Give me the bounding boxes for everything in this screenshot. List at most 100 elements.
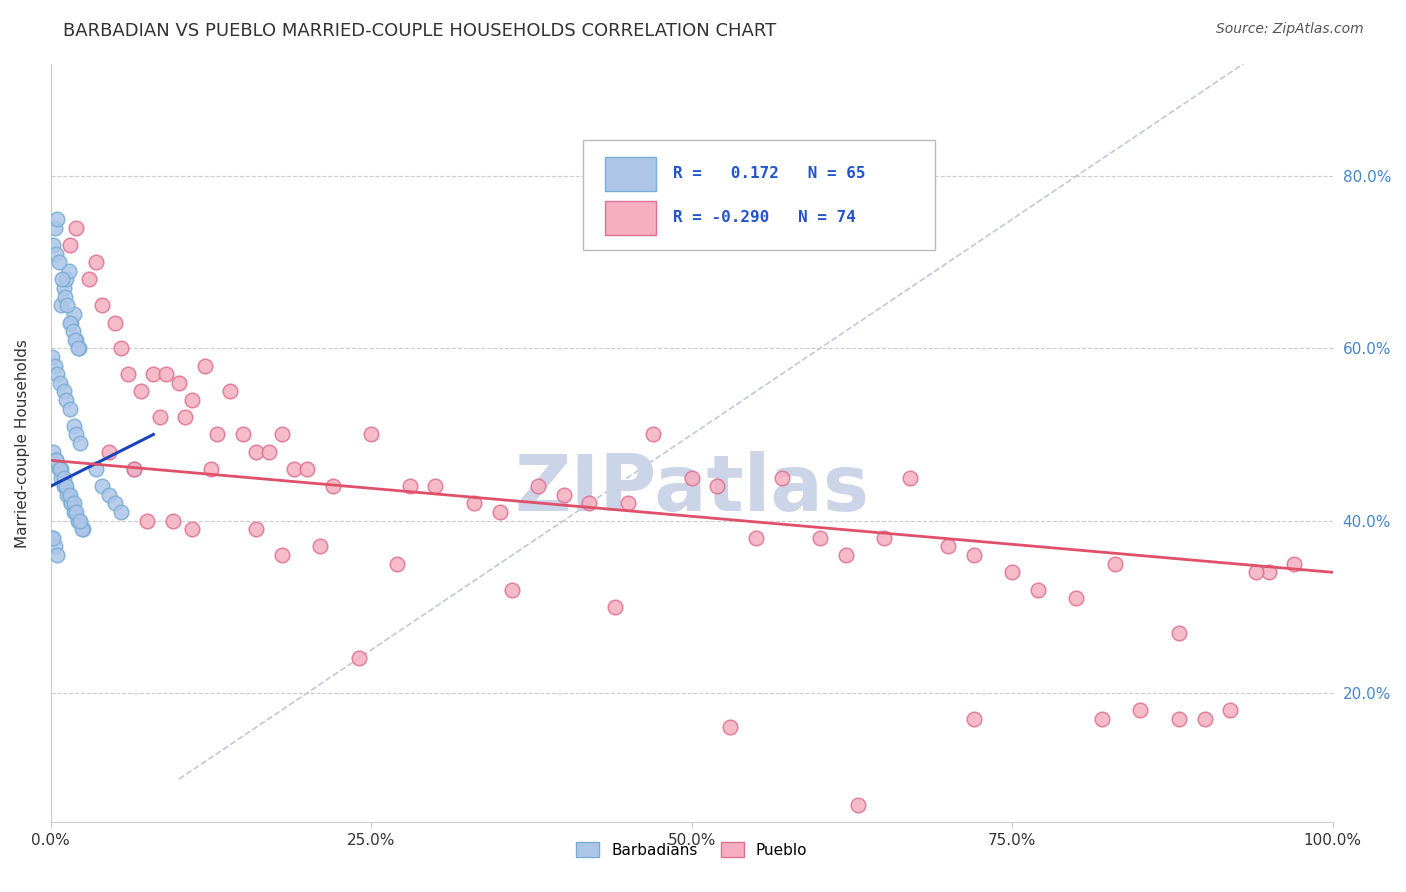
- Point: [1244, 566, 1267, 580]
- Point: [770, 470, 793, 484]
- Point: [52, 470, 75, 484]
- Point: [56, 488, 79, 502]
- Point: [52, 281, 75, 295]
- Point: [180, 522, 202, 536]
- Point: [65, 505, 87, 519]
- Point: [616, 496, 638, 510]
- Point: [488, 505, 510, 519]
- Point: [718, 720, 741, 734]
- Text: R =   0.172   N = 65: R = 0.172 N = 65: [672, 167, 865, 181]
- Point: [808, 531, 831, 545]
- Point: [44, 220, 66, 235]
- FancyBboxPatch shape: [605, 157, 657, 192]
- Point: [45, 246, 67, 260]
- Point: [603, 599, 626, 614]
- Point: [1129, 703, 1152, 717]
- Point: [72, 522, 94, 536]
- Point: [162, 514, 184, 528]
- Point: [45, 453, 67, 467]
- Text: R = -0.290   N = 74: R = -0.290 N = 74: [672, 210, 855, 225]
- Point: [48, 255, 70, 269]
- Point: [63, 505, 86, 519]
- Point: [232, 427, 254, 442]
- Point: [60, 316, 83, 330]
- Point: [42, 238, 65, 252]
- Point: [167, 376, 190, 390]
- Point: [55, 479, 77, 493]
- Point: [65, 333, 87, 347]
- Point: [41, 350, 63, 364]
- Point: [706, 479, 728, 493]
- Point: [309, 540, 332, 554]
- Point: [44, 359, 66, 373]
- Point: [104, 316, 127, 330]
- Point: [62, 324, 84, 338]
- Point: [69, 436, 91, 450]
- Point: [58, 264, 80, 278]
- Point: [49, 462, 72, 476]
- Point: [136, 514, 159, 528]
- FancyBboxPatch shape: [583, 140, 935, 250]
- Text: Source: ZipAtlas.com: Source: ZipAtlas.com: [1216, 22, 1364, 37]
- Point: [60, 496, 83, 510]
- Point: [63, 496, 86, 510]
- Point: [155, 367, 177, 381]
- Point: [385, 557, 408, 571]
- Legend: Barbadians, Pueblo: Barbadians, Pueblo: [571, 836, 814, 863]
- Point: [117, 367, 139, 381]
- Point: [55, 272, 77, 286]
- Point: [194, 359, 217, 373]
- Point: [207, 427, 229, 442]
- Point: [67, 342, 90, 356]
- Point: [553, 488, 575, 502]
- Point: [63, 505, 86, 519]
- Point: [65, 427, 87, 442]
- Point: [681, 470, 703, 484]
- Point: [52, 479, 75, 493]
- Point: [79, 272, 101, 286]
- Point: [270, 548, 292, 562]
- Point: [91, 479, 114, 493]
- Point: [48, 462, 70, 476]
- Point: [97, 444, 120, 458]
- Point: [97, 488, 120, 502]
- Text: ZIPatlas: ZIPatlas: [515, 450, 869, 526]
- Point: [122, 462, 145, 476]
- Point: [104, 496, 127, 510]
- Point: [49, 470, 72, 484]
- Point: [1104, 557, 1126, 571]
- Point: [69, 514, 91, 528]
- Point: [180, 392, 202, 407]
- Point: [360, 427, 382, 442]
- Point: [425, 479, 447, 493]
- Text: BARBADIAN VS PUEBLO MARRIED-COUPLE HOUSEHOLDS CORRELATION CHART: BARBADIAN VS PUEBLO MARRIED-COUPLE HOUSE…: [63, 22, 776, 40]
- Point: [501, 582, 523, 597]
- Point: [848, 797, 870, 812]
- Point: [936, 540, 959, 554]
- Point: [347, 651, 370, 665]
- Point: [60, 496, 83, 510]
- Point: [44, 540, 66, 554]
- Point: [49, 298, 72, 312]
- Point: [578, 496, 600, 510]
- Point: [110, 342, 132, 356]
- Point: [527, 479, 550, 493]
- Point: [245, 522, 267, 536]
- Point: [49, 376, 72, 390]
- Point: [1001, 566, 1024, 580]
- Point: [270, 427, 292, 442]
- Point: [1194, 712, 1216, 726]
- Point: [59, 316, 82, 330]
- Point: [834, 548, 856, 562]
- Point: [643, 427, 665, 442]
- Point: [58, 488, 80, 502]
- Point: [51, 272, 73, 286]
- Point: [142, 367, 165, 381]
- Point: [745, 531, 768, 545]
- Point: [1026, 582, 1049, 597]
- Point: [56, 298, 79, 312]
- Point: [42, 444, 65, 458]
- Point: [66, 514, 89, 528]
- Point: [63, 333, 86, 347]
- Point: [257, 444, 280, 458]
